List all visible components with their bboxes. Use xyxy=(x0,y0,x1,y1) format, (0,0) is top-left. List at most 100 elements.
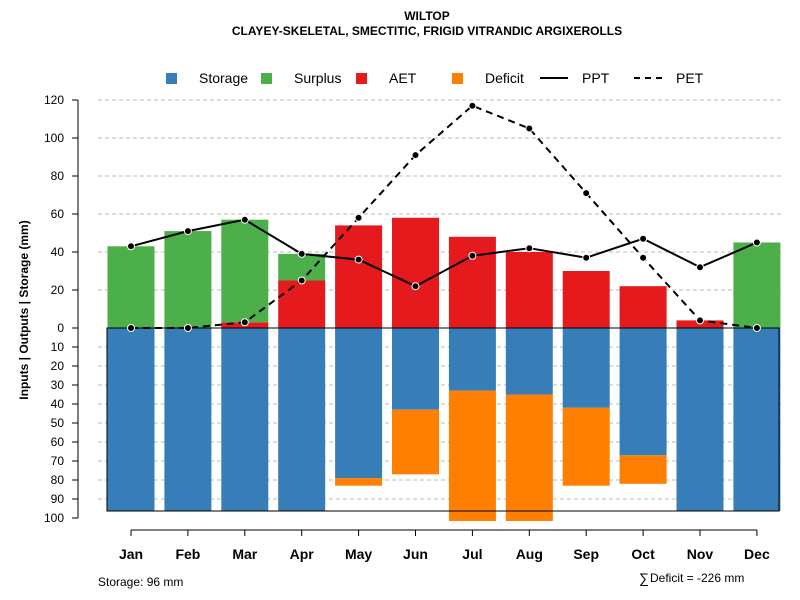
bar-storage-may xyxy=(335,328,383,479)
point-pet xyxy=(752,324,761,332)
bar-storage-oct xyxy=(619,328,667,456)
point-ppt xyxy=(127,242,135,251)
point-pet xyxy=(582,189,591,198)
x-tick-label-may: May xyxy=(345,546,372,562)
bar-surplus-apr xyxy=(278,253,326,281)
bar-storage-sep xyxy=(562,328,610,408)
y-tick-label: 40 xyxy=(51,245,65,259)
legend-swatch-storage xyxy=(166,72,177,84)
bar-storage-jan xyxy=(107,328,155,511)
bar-aet-jul xyxy=(448,236,496,328)
point-ppt xyxy=(411,282,420,291)
legend-swatch-aet xyxy=(356,72,367,84)
x-tick-label-apr: Apr xyxy=(290,546,315,562)
legend-line-ppt xyxy=(540,77,568,79)
point-ppt xyxy=(696,263,704,272)
legend-item-surplus: Surplus xyxy=(261,70,341,86)
bar-storage-aug xyxy=(505,328,553,395)
legend-swatch-deficit xyxy=(452,72,463,84)
point-ppt xyxy=(582,253,591,262)
x-tick-label-feb: Feb xyxy=(175,546,200,562)
y-axis-title: Inputs | Outputs | Storage (mm) xyxy=(17,220,31,399)
deficit-note: ∑ Deficit = -226 mm xyxy=(639,570,744,586)
y-tick-label: 60 xyxy=(51,435,65,449)
sigma-symbol: ∑ xyxy=(639,570,649,586)
bar-aet-jun xyxy=(392,217,439,328)
point-pet xyxy=(127,324,135,332)
point-ppt xyxy=(639,234,648,243)
y-tick-label: 90 xyxy=(51,492,65,506)
legend-swatch-surplus xyxy=(261,72,272,84)
y-tick-label: 80 xyxy=(51,473,65,487)
y-tick-label: 50 xyxy=(51,416,65,430)
bar-surplus-feb xyxy=(164,231,212,328)
point-ppt xyxy=(354,255,363,264)
x-tick-label-jan: Jan xyxy=(119,546,143,562)
legend-item-ppt: PPT xyxy=(540,70,609,86)
y-tick-label: 30 xyxy=(51,378,65,392)
bar-aet-apr xyxy=(278,280,326,328)
x-tick-label-dec: Dec xyxy=(744,546,770,562)
bar-aet-oct xyxy=(619,286,667,328)
y-tick-label: 60 xyxy=(51,207,65,221)
bar-aet-aug xyxy=(505,252,553,328)
x-tick-label-oct: Oct xyxy=(631,546,655,562)
bar-storage-feb xyxy=(164,328,212,511)
chart-title: WILTOP xyxy=(404,9,450,23)
bar-storage-apr xyxy=(278,328,326,511)
point-ppt xyxy=(297,249,306,258)
y-tick-label: 120 xyxy=(44,93,64,107)
deficit-total: Deficit = -226 mm xyxy=(649,571,745,585)
point-pet xyxy=(468,101,477,110)
bar-storage-jun xyxy=(392,328,439,410)
point-ppt xyxy=(240,215,249,224)
series-line-ppt xyxy=(130,218,758,288)
legend-line-pet xyxy=(634,77,662,79)
point-pet xyxy=(183,324,192,332)
x-tick-label-aug: Aug xyxy=(516,546,543,562)
legend-label-pet: PET xyxy=(676,70,704,86)
y-tick-label: 80 xyxy=(51,169,65,183)
legend-label-ppt: PPT xyxy=(582,70,610,86)
x-tick-label-jul: Jul xyxy=(462,546,482,562)
y-tick-label: 20 xyxy=(51,283,65,297)
y-tick-label: 0 xyxy=(57,321,64,335)
bar-surplus-jan xyxy=(107,246,155,328)
x-tick-label-sep: Sep xyxy=(573,546,599,562)
bar-surplus-mar xyxy=(221,219,269,323)
legend-label-storage: Storage xyxy=(199,70,249,86)
bar-storage-jul xyxy=(448,328,496,391)
bar-storage-mar xyxy=(221,328,269,511)
legend-item-deficit: Deficit xyxy=(452,70,524,86)
bar-aet-sep xyxy=(562,271,610,328)
point-pet xyxy=(297,276,306,285)
point-ppt xyxy=(183,227,192,236)
legend-label-deficit: Deficit xyxy=(485,70,524,86)
y-tick-label: 100 xyxy=(44,131,64,145)
y-tick-label: 20 xyxy=(51,359,65,373)
bar-storage-nov xyxy=(676,328,724,511)
series-line-pet xyxy=(131,104,758,329)
bar-storage-dec xyxy=(733,328,781,511)
chart-subtitle: CLAYEY-SKELETAL, SMECTITIC, FRIGID VITRA… xyxy=(231,24,623,38)
x-tick-label-nov: Nov xyxy=(687,546,714,562)
bar-deficit-aug xyxy=(505,394,553,521)
bar-deficit-oct xyxy=(619,455,667,484)
point-ppt xyxy=(468,251,477,260)
legend-item-aet: AET xyxy=(356,70,416,86)
point-pet xyxy=(639,253,648,262)
point-pet xyxy=(240,318,249,327)
x-tick-label-jun: Jun xyxy=(403,546,428,562)
y-tick-label: 40 xyxy=(51,397,65,411)
bar-deficit-sep xyxy=(562,407,610,486)
legend-item-pet: PET xyxy=(634,70,703,86)
point-pet xyxy=(354,213,363,222)
y-tick-label: 10 xyxy=(51,340,65,354)
y-tick-label: 70 xyxy=(51,454,65,468)
point-ppt xyxy=(752,238,761,247)
legend-item-storage: Storage xyxy=(166,70,248,86)
y-tick-label: 100 xyxy=(44,511,64,525)
point-pet xyxy=(696,316,704,325)
bar-deficit-may xyxy=(335,478,383,486)
